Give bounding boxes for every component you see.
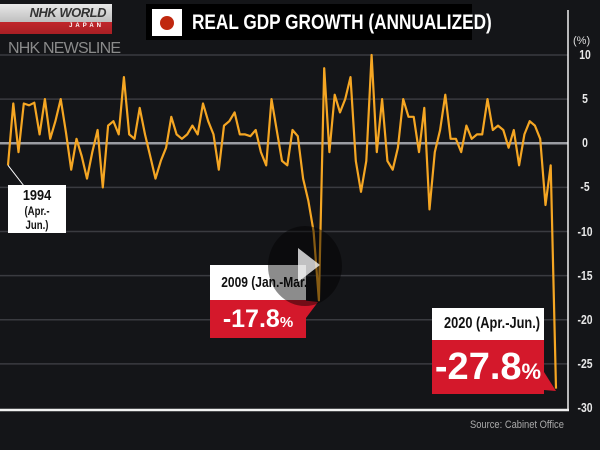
y-tick-label: 10: [579, 47, 591, 62]
annotation-1994: 1994 (Apr.-Jun.): [8, 185, 66, 233]
nhk-world-logo: NHK WORLD JAPAN: [0, 4, 112, 34]
y-tick-label: -10: [577, 223, 593, 239]
annotation-1994-pointer: [7, 165, 25, 187]
y-tick-label: -5: [580, 179, 590, 195]
japan-flag-icon: [152, 9, 182, 36]
annotation-1994-quarter: (Apr.-Jun.): [24, 204, 50, 232]
play-button[interactable]: [268, 226, 342, 306]
y-tick-label: 5: [582, 91, 588, 107]
annotation-2020-unit: %: [521, 359, 542, 384]
annotation-2009-period: 2009 (Jan.-Mar.): [221, 274, 306, 291]
annotation-2020-number: -27.8: [434, 346, 522, 388]
annotation-2009-number: -17.8: [222, 305, 280, 333]
annotation-2020-label: 2020 (Apr.-Jun.): [432, 308, 544, 340]
annotation-2020-period: 2020 (Apr.-Jun.): [444, 315, 541, 332]
annotation-2009-unit: %: [279, 314, 294, 331]
annotation-2009-value: -17.8%: [210, 300, 306, 338]
logo-subtext: JAPAN: [69, 23, 104, 29]
annotation-2009-label: 2009 (Jan.-Mar.): [210, 265, 306, 300]
y-tick-label: -30: [577, 400, 593, 415]
source-note: Source: Cabinet Office: [470, 419, 564, 431]
chart-title: REAL GDP GROWTH (ANNUALIZED): [192, 11, 492, 34]
program-name: NHK NEWSLINE: [8, 40, 121, 57]
y-tick-label: 0: [582, 135, 588, 151]
annotation-1994-year: 1994: [22, 187, 52, 204]
annotation-2020-value: -27.8%: [432, 340, 544, 394]
y-tick-label: -15: [577, 267, 593, 283]
play-icon: [298, 248, 320, 282]
annotation-2020-pointer: [544, 372, 556, 391]
logo-text: NHK WORLD: [29, 5, 107, 20]
y-axis-unit: (%): [573, 35, 591, 47]
title-bar: REAL GDP GROWTH (ANNUALIZED): [146, 4, 492, 40]
y-tick-label: -25: [577, 355, 593, 371]
y-tick-label: -20: [577, 311, 593, 327]
